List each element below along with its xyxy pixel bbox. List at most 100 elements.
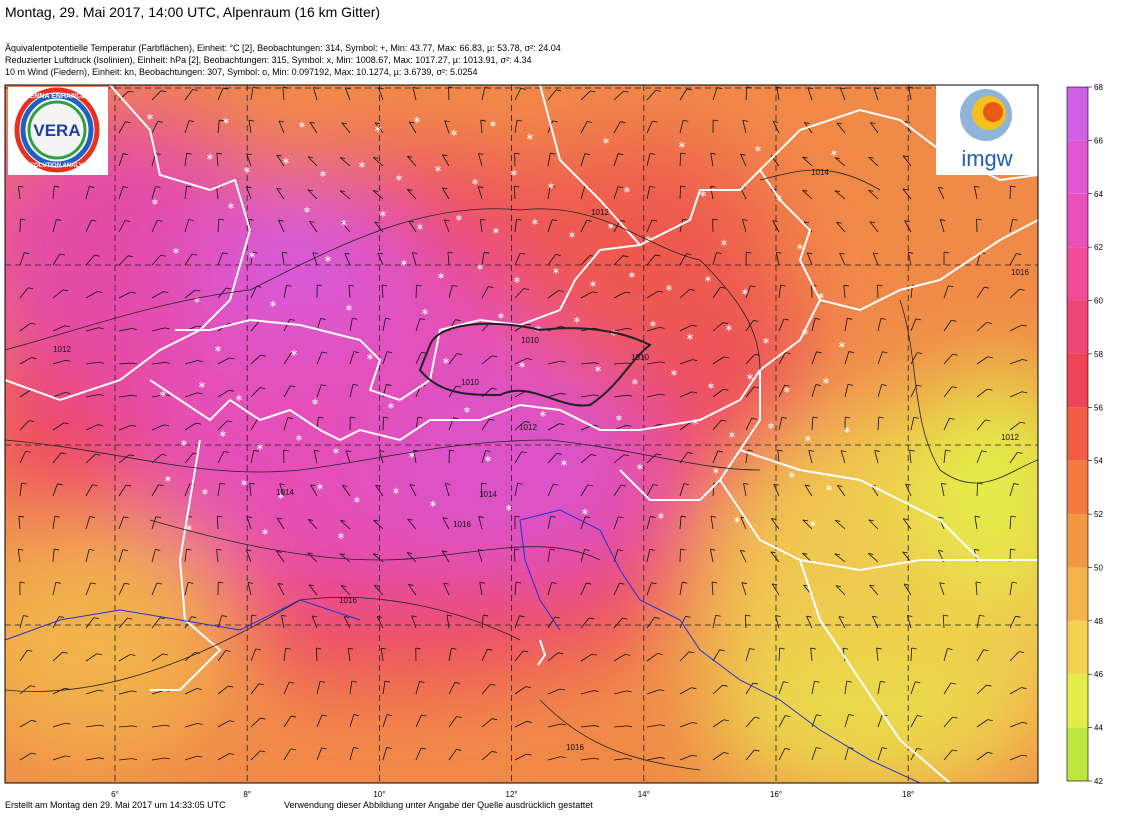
field-area <box>500 140 780 380</box>
station: ∗ <box>762 336 770 347</box>
station: ∗ <box>843 425 851 436</box>
info-line: 10 m Wind (Fiedern), Einheit: kn, Beobac… <box>5 67 478 77</box>
station: ∗ <box>395 173 403 184</box>
station: ∗ <box>505 503 513 514</box>
longitude-label: 8° <box>243 790 251 799</box>
station: ∗ <box>256 442 264 453</box>
station: ∗ <box>340 218 348 229</box>
colorbar-band <box>1067 514 1088 567</box>
station: ∗ <box>290 348 298 359</box>
station: ∗ <box>471 177 479 188</box>
station: ∗ <box>628 270 636 281</box>
field-area <box>190 180 410 340</box>
field-area <box>710 640 1010 800</box>
station: ∗ <box>492 226 500 237</box>
colorbar-label: 52 <box>1094 510 1103 519</box>
station: ∗ <box>531 217 539 228</box>
station: ∗ <box>560 458 568 469</box>
station: ∗ <box>455 213 463 224</box>
info-line: Äquivalentpotentielle Temperatur (Farbfl… <box>5 43 561 53</box>
station: ∗ <box>332 446 340 457</box>
logo-text: VERA <box>33 121 80 140</box>
colorbar-band <box>1067 461 1088 514</box>
station: ∗ <box>691 417 699 428</box>
info-line: Reduzierter Luftdruck (Isolinien), Einhe… <box>5 55 532 65</box>
station: ∗ <box>180 438 188 449</box>
logo-text: RESOLUTION ANALYSIS <box>22 163 93 169</box>
station: ∗ <box>552 266 560 277</box>
station: ∗ <box>201 487 209 498</box>
isobar-label: 1016 <box>566 743 584 752</box>
station: ∗ <box>825 483 833 494</box>
station: ∗ <box>581 507 589 518</box>
logo-globe <box>983 102 1003 122</box>
colorbar-label: 56 <box>1094 403 1103 412</box>
station: ∗ <box>489 119 497 130</box>
station: ∗ <box>353 495 361 506</box>
station: ∗ <box>193 295 201 306</box>
station: ∗ <box>594 364 602 375</box>
station: ∗ <box>547 181 555 192</box>
station: ∗ <box>235 393 243 404</box>
station: ∗ <box>282 156 290 167</box>
station: ∗ <box>657 511 665 522</box>
logo-text: imgw <box>961 146 1012 171</box>
colorbar-label: 42 <box>1094 777 1103 786</box>
station: ∗ <box>665 283 673 294</box>
colorbar-band <box>1067 728 1088 781</box>
station: ∗ <box>421 307 429 318</box>
colorbar-label: 64 <box>1094 190 1103 199</box>
station: ∗ <box>568 230 576 241</box>
station: ∗ <box>720 238 728 249</box>
colorbar-label: 66 <box>1094 136 1103 145</box>
isobar-label: 1010 <box>631 353 649 362</box>
station: ∗ <box>573 315 581 326</box>
imgw-logo: imgw <box>936 85 1038 175</box>
station: ∗ <box>686 332 694 343</box>
isobar-label: 1014 <box>276 488 294 497</box>
colorbar-label: 54 <box>1094 457 1103 466</box>
isobar-label: 1012 <box>591 208 609 217</box>
isobar-label: 1012 <box>1001 433 1019 442</box>
station: ∗ <box>248 250 256 261</box>
station: ∗ <box>767 421 775 432</box>
station: ∗ <box>670 368 678 379</box>
station: ∗ <box>636 462 644 473</box>
station: ∗ <box>733 515 741 526</box>
colorbar-band <box>1067 194 1088 247</box>
colorbar-band <box>1067 87 1088 140</box>
station: ∗ <box>484 454 492 465</box>
station: ∗ <box>434 164 442 175</box>
station: ∗ <box>788 470 796 481</box>
colorbar-label: 48 <box>1094 617 1103 626</box>
station: ∗ <box>822 376 830 387</box>
station: ∗ <box>227 201 235 212</box>
station: ∗ <box>602 136 610 147</box>
wind-barb <box>877 285 878 298</box>
colorbar-band <box>1067 354 1088 407</box>
colorbar-band <box>1067 407 1088 460</box>
station: ∗ <box>429 499 437 510</box>
station: ∗ <box>164 474 172 485</box>
station: ∗ <box>206 152 214 163</box>
station: ∗ <box>316 482 324 493</box>
station: ∗ <box>387 401 395 412</box>
station: ∗ <box>374 124 382 135</box>
station: ∗ <box>704 274 712 285</box>
station: ∗ <box>707 381 715 392</box>
station: ∗ <box>269 299 277 310</box>
station: ∗ <box>214 344 222 355</box>
station: ∗ <box>741 287 749 298</box>
logo-text: VIENNA ENHANCED <box>23 93 91 100</box>
station: ∗ <box>783 385 791 396</box>
station: ∗ <box>172 246 180 257</box>
longitude-label: 16° <box>770 790 782 799</box>
station: ∗ <box>510 168 518 179</box>
station: ∗ <box>809 519 817 530</box>
longitude-labels: 6°8°10°12°14°16°18° <box>111 790 914 799</box>
isobar-label: 1010 <box>461 378 479 387</box>
colorbar-band <box>1067 140 1088 193</box>
longitude-label: 14° <box>638 790 650 799</box>
